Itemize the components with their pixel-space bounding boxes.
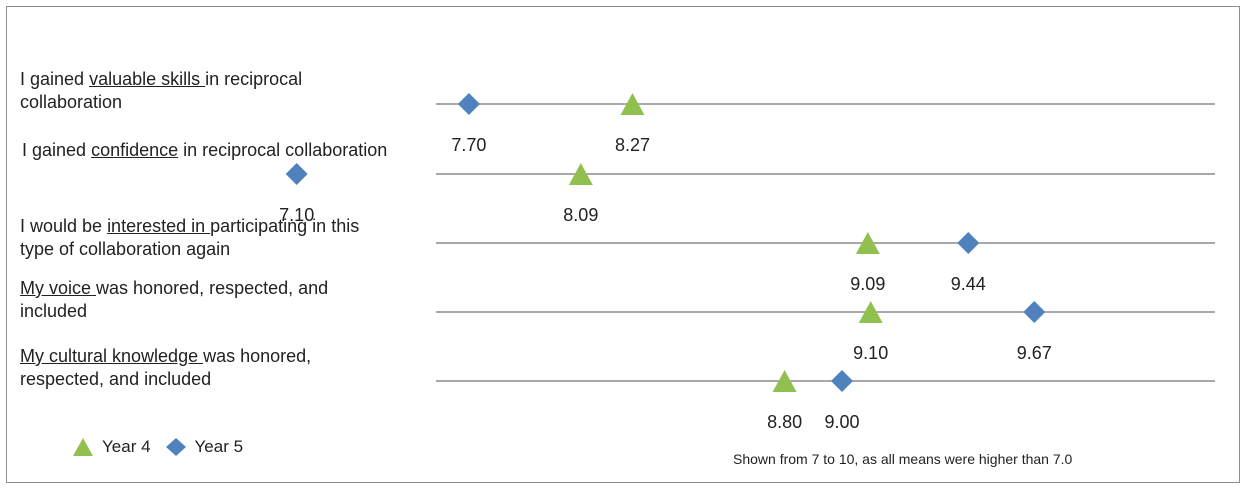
legend-item-year5: Year 5 xyxy=(165,437,244,457)
legend: Year 4 Year 5 xyxy=(72,437,257,457)
category-label-1-pre: I gained xyxy=(20,69,90,89)
category-label-3: I would be interested in participating i… xyxy=(20,215,390,261)
category-label-2-pre: I gained xyxy=(22,140,92,160)
year4-marker-5 xyxy=(772,370,797,392)
category-label-1-post: in reciprocal collaboration xyxy=(20,69,303,112)
chart-frame xyxy=(6,6,1240,483)
category-label-2-underlined: confidence xyxy=(91,140,179,160)
year5-data-label-1: 7.70 xyxy=(451,135,486,155)
category-label-1: I gained valuable skills in reciprocal c… xyxy=(20,68,390,114)
year4-marker-1 xyxy=(620,93,645,115)
year5-marker-1 xyxy=(457,93,480,115)
year4-data-label-1: 8.27 xyxy=(615,135,650,155)
year5-marker-2 xyxy=(285,163,308,185)
category-label-2: I gained confidence in reciprocal collab… xyxy=(22,139,392,162)
year5-data-label-5: 9.00 xyxy=(824,412,859,432)
legend-label-year4: Year 4 xyxy=(102,437,151,456)
chart-note: Shown from 7 to 10, as all means were hi… xyxy=(733,451,1073,467)
category-label-3-underlined: interested in xyxy=(107,216,211,236)
year5-marker-5 xyxy=(831,370,853,392)
category-label-2-post: in reciprocal collaboration xyxy=(178,140,388,160)
category-label-4-post: was honored, respected, and included xyxy=(20,278,329,321)
year5-marker-4 xyxy=(1023,301,1046,323)
category-label-4: My voice was honored, respected, and inc… xyxy=(20,277,390,323)
category-label-3-post: participating in this type of collaborat… xyxy=(20,216,360,259)
year4-data-label-2: 8.09 xyxy=(563,205,598,225)
category-label-5: My cultural knowledge was honored, respe… xyxy=(20,345,390,391)
year4-data-label-5: 8.80 xyxy=(767,412,802,432)
diamond-marker-icon xyxy=(165,438,186,456)
legend-item-year4: Year 4 xyxy=(72,437,151,457)
year4-marker-3 xyxy=(855,232,880,254)
category-label-5-post: was honored, respected, and included xyxy=(20,346,312,389)
year5-marker-3 xyxy=(957,232,980,254)
category-label-4-underlined: My voice xyxy=(20,278,97,298)
year4-marker-4 xyxy=(858,301,883,323)
category-label-5-underlined: My cultural knowledge xyxy=(20,346,204,366)
year4-data-label-3: 9.09 xyxy=(850,274,885,294)
year4-marker-2 xyxy=(568,163,593,185)
category-label-3-pre: I would be xyxy=(20,216,108,236)
category-label-1-underlined: valuable skills xyxy=(89,69,206,89)
triangle-marker-icon xyxy=(73,438,93,456)
year5-data-label-2: 7.10 xyxy=(279,205,314,225)
year5-data-label-3: 9.44 xyxy=(951,274,986,294)
legend-label-year5: Year 5 xyxy=(194,437,244,456)
year5-data-label-4: 9.67 xyxy=(1017,343,1052,363)
year4-data-label-4: 9.10 xyxy=(853,343,888,363)
